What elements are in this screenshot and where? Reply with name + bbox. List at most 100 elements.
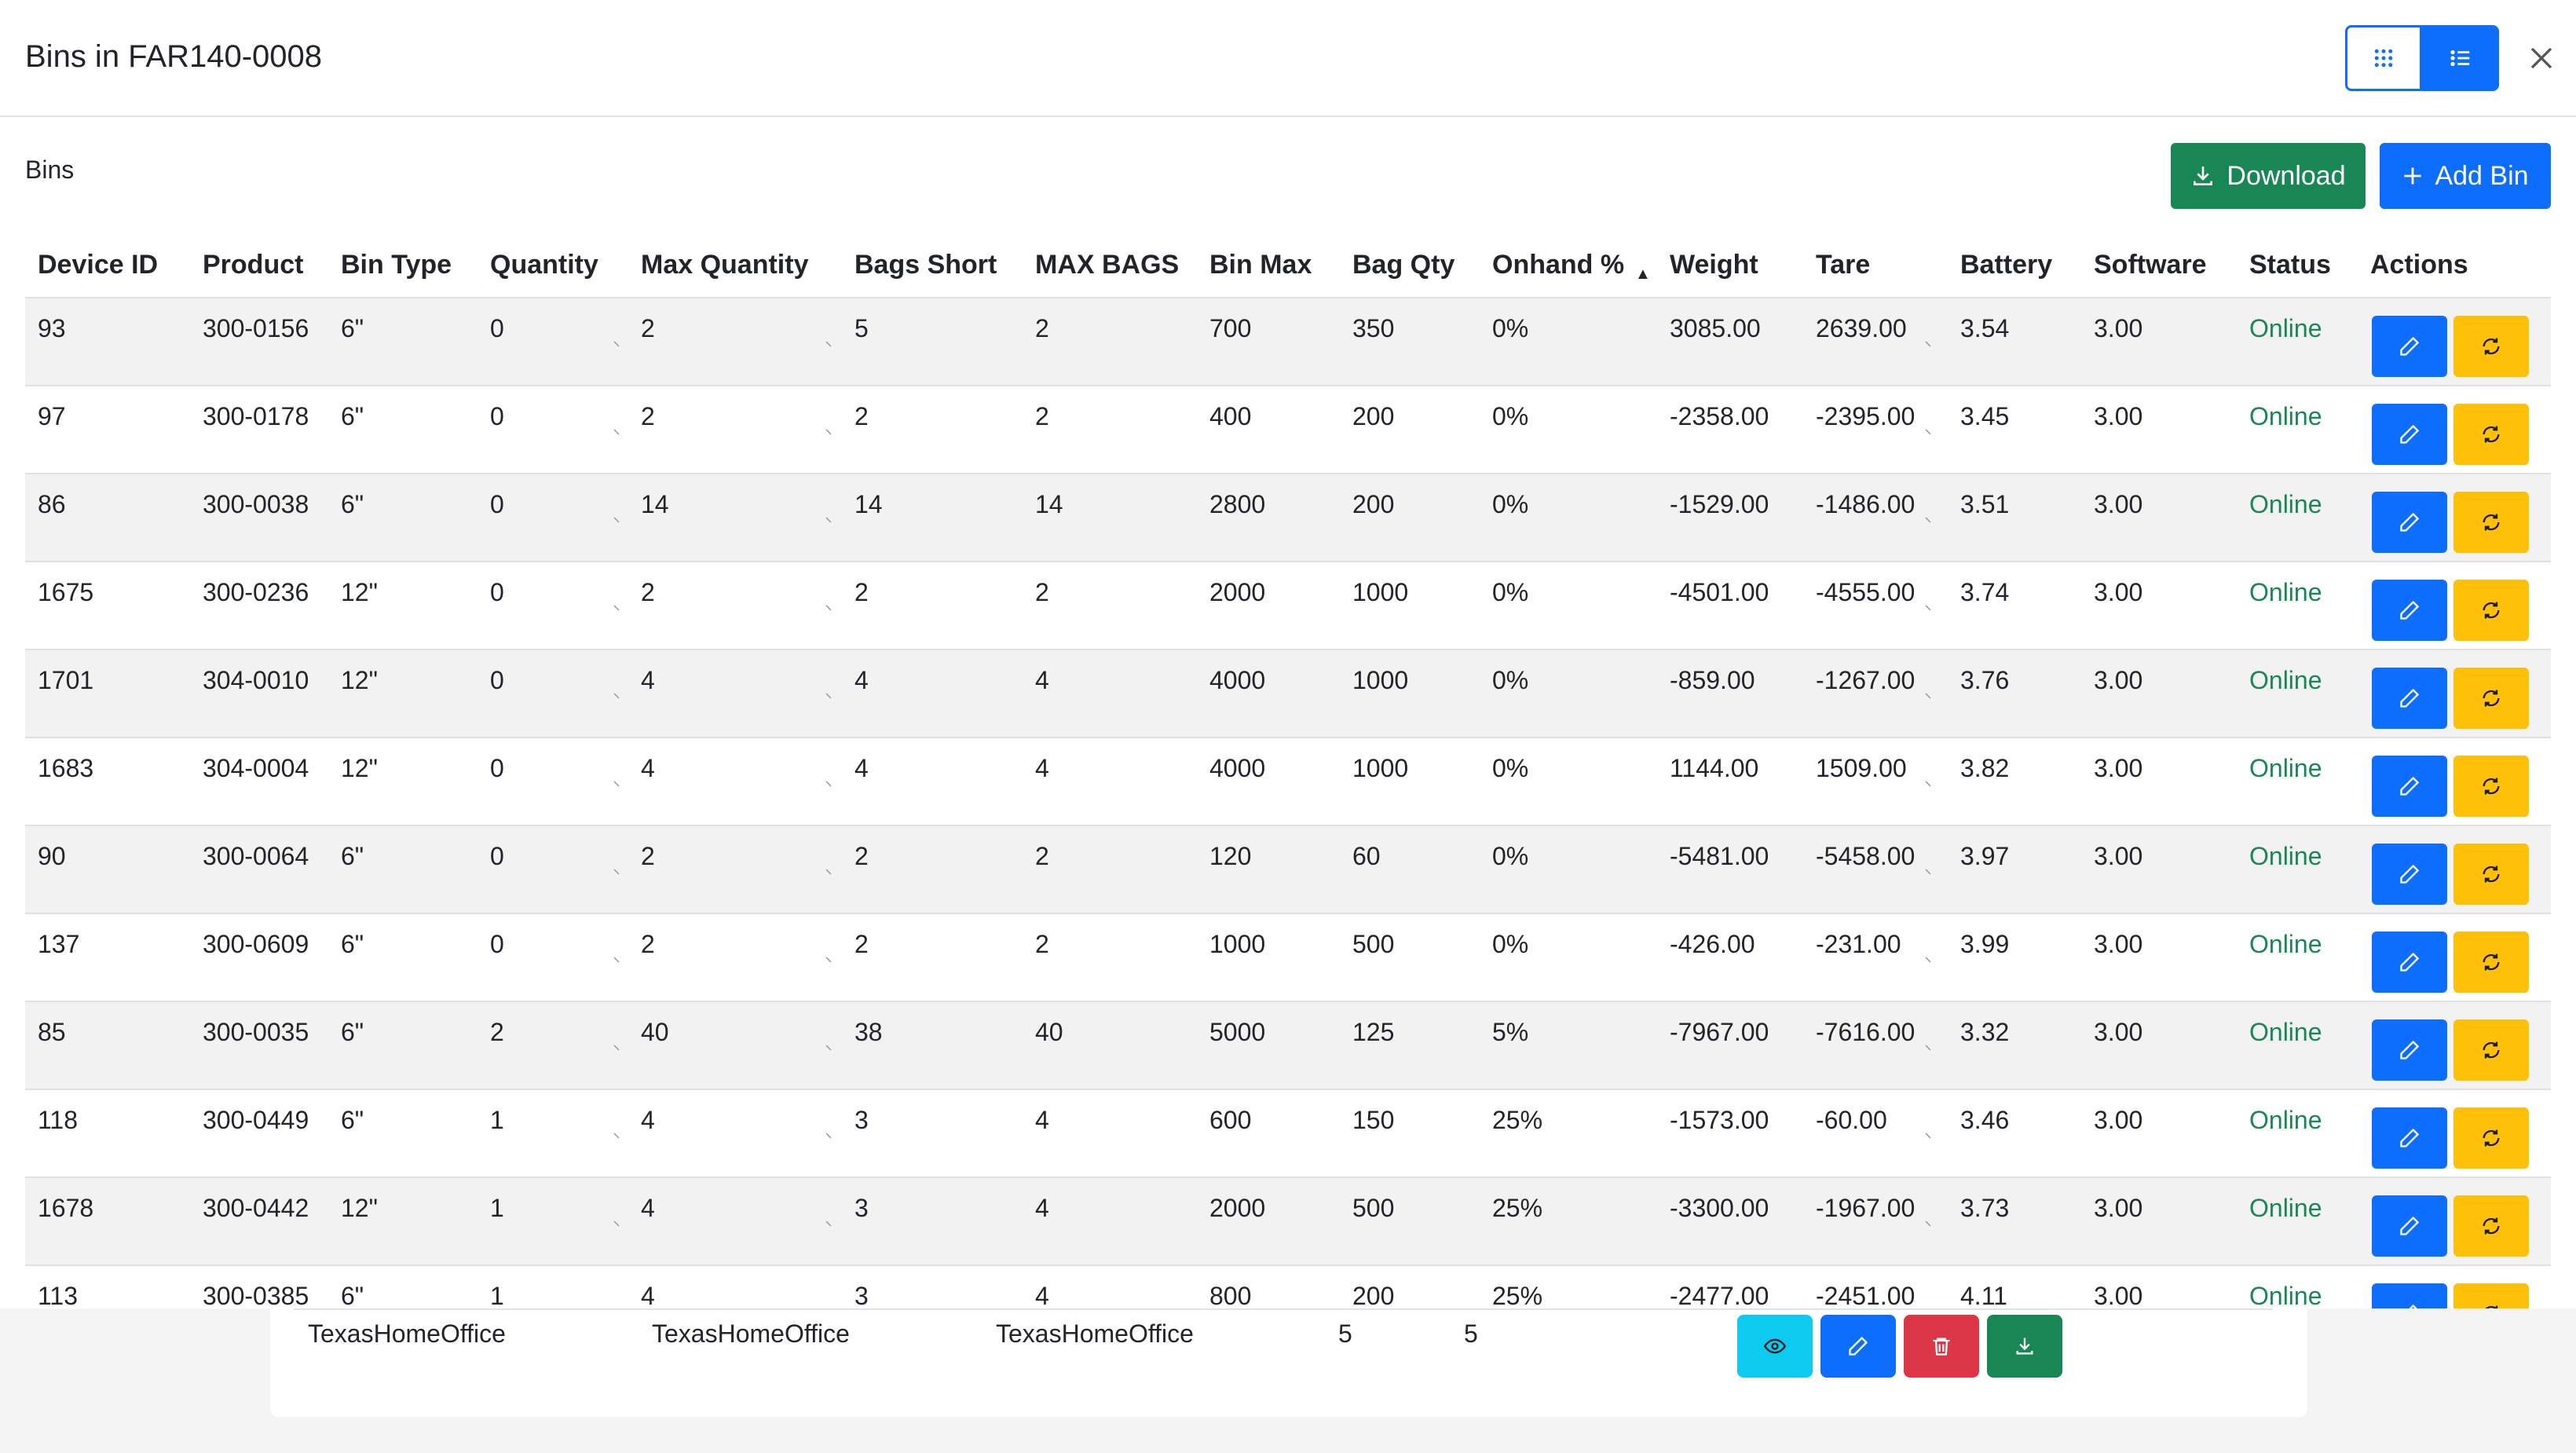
resize-handle[interactable] [825,866,832,875]
view-button[interactable] [1737,1315,1813,1378]
sync-bin-button[interactable] [2453,492,2529,553]
cell-tare[interactable]: -60.00 [1816,1106,1887,1134]
column-header-weight[interactable]: Weight [1670,250,1758,280]
resize-handle[interactable] [1924,338,1932,347]
cell-max-quantity[interactable]: 2 [641,930,655,958]
cell-tare[interactable]: 2639.00 [1816,314,1907,342]
resize-handle[interactable] [1924,1217,1932,1227]
cell-max-quantity[interactable]: 2 [641,842,655,870]
column-header-tare[interactable]: Tare [1816,250,1871,280]
cell-quantity[interactable]: 0 [490,930,504,958]
column-header-software[interactable]: Software [2094,250,2207,280]
column-header-onhand[interactable]: Onhand % [1492,250,1625,280]
edit-bin-button[interactable] [2372,1019,2447,1081]
resize-handle[interactable] [1924,1041,1932,1051]
resize-handle[interactable] [613,866,620,875]
resize-handle[interactable] [1924,514,1932,523]
edit-bin-button[interactable] [2372,844,2447,905]
resize-handle[interactable] [613,1041,620,1051]
list-view-button[interactable] [2422,25,2499,91]
column-header-product[interactable]: Product [203,250,304,280]
resize-handle[interactable] [613,1305,620,1308]
resize-handle[interactable] [825,1041,832,1051]
resize-handle[interactable] [1924,1305,1932,1308]
resize-handle[interactable] [613,602,620,611]
edit-bin-button[interactable] [2372,1283,2447,1308]
cell-tare[interactable]: -7616.00 [1816,1018,1916,1046]
resize-handle[interactable] [1924,690,1932,699]
resize-handle[interactable] [613,338,620,347]
column-header-bin-type[interactable]: Bin Type [341,250,452,280]
sync-bin-button[interactable] [2453,756,2529,817]
cell-max-quantity[interactable]: 4 [641,1194,655,1222]
cell-quantity[interactable]: 0 [490,842,504,870]
resize-handle[interactable] [1924,426,1932,435]
cell-max-quantity[interactable]: 2 [641,578,655,606]
resize-handle[interactable] [825,953,832,963]
cell-quantity[interactable]: 0 [490,754,504,782]
cell-tare[interactable]: -2395.00 [1816,402,1916,430]
cell-max-quantity[interactable]: 4 [641,1106,655,1134]
resize-handle[interactable] [613,514,620,523]
download-row-button[interactable] [1987,1315,2062,1378]
edit-bin-button[interactable] [2372,1195,2447,1257]
sync-bin-button[interactable] [2453,316,2529,377]
resize-handle[interactable] [1924,602,1932,611]
resize-handle[interactable] [613,426,620,435]
sync-bin-button[interactable] [2453,1195,2529,1257]
resize-handle[interactable] [613,1217,620,1227]
cell-tare[interactable]: -5458.00 [1816,842,1916,870]
resize-handle[interactable] [1924,1129,1932,1139]
edit-bin-button[interactable] [2372,756,2447,817]
cell-quantity[interactable]: 0 [490,578,504,606]
edit-bin-button[interactable] [2372,492,2447,553]
cell-max-quantity[interactable]: 4 [641,666,655,694]
resize-handle[interactable] [825,514,832,523]
edit-bin-button[interactable] [2372,404,2447,465]
column-header-quantity[interactable]: Quantity [490,250,598,280]
cell-tare[interactable]: -2451.00 [1816,1282,1916,1308]
resize-handle[interactable] [613,778,620,787]
cell-quantity[interactable]: 1 [490,1106,504,1134]
resize-handle[interactable] [1924,778,1932,787]
cell-max-quantity[interactable]: 4 [641,754,655,782]
sync-bin-button[interactable] [2453,931,2529,993]
resize-handle[interactable] [613,1129,620,1139]
column-header-actions[interactable]: Actions [2370,250,2468,280]
resize-handle[interactable] [825,778,832,787]
sync-bin-button[interactable] [2453,1019,2529,1081]
column-header-bag-qty[interactable]: Bag Qty [1352,250,1455,280]
resize-handle[interactable] [825,338,832,347]
edit-bin-button[interactable] [2372,316,2447,377]
resize-handle[interactable] [1924,866,1932,875]
edit-bin-button[interactable] [2372,580,2447,641]
resize-handle[interactable] [825,602,832,611]
column-header-max-quantity[interactable]: Max Quantity [641,250,809,280]
sync-bin-button[interactable] [2453,1107,2529,1169]
column-header-max-bags[interactable]: MAX BAGS [1035,250,1180,280]
add-bin-button[interactable]: Add Bin [2380,143,2551,209]
sync-bin-button[interactable] [2453,1283,2529,1308]
cell-quantity[interactable]: 0 [490,490,504,518]
resize-handle[interactable] [825,426,832,435]
column-header-bags-short[interactable]: Bags Short [854,250,997,280]
cell-quantity[interactable]: 2 [490,1018,504,1046]
cell-tare[interactable]: -1967.00 [1816,1194,1916,1222]
cell-quantity[interactable]: 0 [490,666,504,694]
cell-tare[interactable]: 1509.00 [1816,754,1907,782]
cell-max-quantity[interactable]: 14 [641,490,669,518]
sync-bin-button[interactable] [2453,404,2529,465]
cell-quantity[interactable]: 0 [490,314,504,342]
cell-tare[interactable]: -1486.00 [1816,490,1916,518]
edit-bin-button[interactable] [2372,931,2447,993]
cell-max-quantity[interactable]: 2 [641,314,655,342]
cell-max-quantity[interactable]: 2 [641,402,655,430]
sync-bin-button[interactable] [2453,844,2529,905]
sync-bin-button[interactable] [2453,580,2529,641]
edit-location-button[interactable] [1820,1315,1896,1378]
cell-tare[interactable]: -1267.00 [1816,666,1916,694]
grid-view-button[interactable] [2345,25,2422,91]
close-button[interactable] [2519,36,2563,80]
resize-handle[interactable] [613,953,620,963]
column-header-device-id[interactable]: Device ID [38,250,159,280]
